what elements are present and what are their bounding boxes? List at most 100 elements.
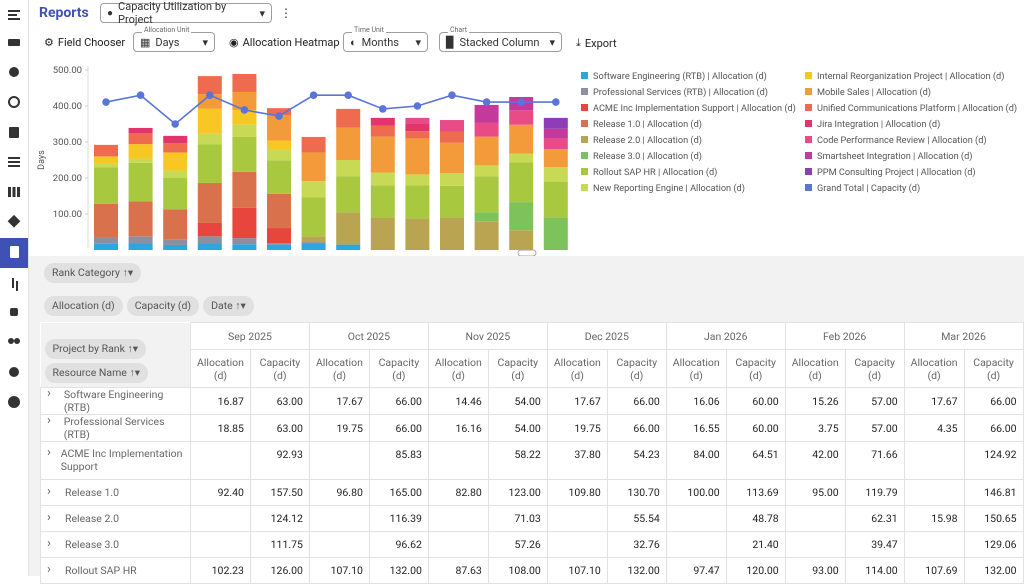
bar-segment	[94, 144, 118, 157]
expand-toggle[interactable]: ›	[47, 413, 51, 428]
nav-list[interactable]	[8, 157, 20, 159]
nav-groups[interactable]	[8, 338, 14, 344]
allocation-unit-value: Days	[155, 35, 180, 49]
value-cell: 146.81	[963, 479, 1024, 506]
bar-segment	[232, 238, 257, 245]
export-button[interactable]: ⤓ Export	[576, 36, 617, 50]
nav-help[interactable]	[8, 396, 20, 408]
nav-icons	[7, 10, 21, 408]
bar-segment	[163, 152, 188, 171]
value-cell: 109.80	[546, 479, 608, 506]
expand-toggle[interactable]: ›	[47, 386, 51, 401]
bar-segment	[336, 212, 361, 245]
value-chip[interactable]: Allocation (d)	[44, 296, 123, 316]
y-tick-label: 500.00	[53, 65, 82, 76]
total-point	[240, 106, 249, 114]
expand-toggle[interactable]: ›	[47, 484, 51, 499]
bar-segment	[336, 160, 361, 177]
expand-toggle[interactable]: ›	[47, 510, 51, 525]
chart-label: Chart	[448, 26, 470, 34]
view-select[interactable]: ● Capacity Utilization by Project ▾	[100, 0, 272, 26]
bar-segment	[163, 244, 188, 250]
value-cell: 17.67	[308, 387, 370, 415]
more-menu[interactable]: ⋮	[280, 6, 292, 20]
legend-entry: Smartsheet Integration | Allocation (d)	[817, 151, 972, 162]
legend-swatch	[581, 88, 588, 95]
measure-header: Allocation (d)	[427, 349, 489, 388]
bar-segment	[370, 172, 395, 186]
value-cell	[665, 531, 727, 558]
value-cell	[190, 441, 251, 480]
value-cell: 130.70	[606, 479, 667, 506]
legend-swatch	[581, 120, 588, 127]
nav-sort[interactable]	[12, 278, 14, 288]
row-field-chip[interactable]: Project by Rank ↑▾	[44, 339, 147, 359]
nav-donut[interactable]	[9, 67, 19, 77]
row-field-chip[interactable]: Resource Name ↑▾	[44, 363, 148, 383]
nav-target[interactable]	[8, 96, 20, 108]
value-cell: 63.00	[249, 414, 310, 442]
bar-segment	[405, 131, 430, 139]
nav-reports[interactable]	[10, 246, 19, 258]
heatmap-button[interactable]: ◉ Allocation Heatmap	[229, 36, 340, 49]
bar-segment	[370, 185, 395, 218]
bar-segment	[405, 174, 430, 186]
bar-segment	[197, 144, 222, 184]
value-chip[interactable]: Capacity (d)	[126, 296, 200, 316]
value-cell: 87.63	[427, 557, 489, 584]
legend-entry: Release 2.0 | Allocation (d)	[593, 135, 702, 146]
value-cell: 116.39	[368, 505, 429, 532]
value-cell	[308, 441, 370, 480]
bar-segment	[128, 158, 153, 163]
expand-toggle[interactable]: ›	[47, 536, 51, 551]
nav-board[interactable]	[8, 187, 11, 197]
value-cell: 16.87	[190, 387, 251, 415]
y-tick-label: 200.00	[53, 173, 82, 184]
value-cell: 66.00	[963, 414, 1024, 442]
measure-header: Allocation (d)	[308, 349, 370, 388]
filter-chip[interactable]: Rank Category ↑▾	[44, 263, 142, 283]
time-unit-value: Months	[361, 35, 399, 49]
value-cell: 54.23	[606, 441, 667, 480]
bar-segment	[336, 244, 361, 250]
bar-segment	[509, 162, 534, 203]
bar-segment	[163, 143, 188, 153]
month-header: Nov 2025	[427, 322, 548, 350]
value-cell: 54.00	[487, 414, 548, 442]
bar-segment	[301, 236, 326, 243]
month-header: Oct 2025	[308, 322, 429, 350]
bar-segment	[232, 109, 257, 125]
nav-people[interactable]	[8, 39, 20, 46]
value-cell: 54.00	[487, 387, 548, 415]
nav-direction[interactable]	[7, 214, 21, 228]
chart-select[interactable]: Chart ▉ Stacked Column ▾	[439, 26, 562, 52]
expand-toggle[interactable]: ›	[47, 562, 51, 577]
total-point	[552, 98, 560, 106]
value-cell: 96.62	[368, 531, 429, 558]
value-cell: 113.69	[725, 479, 786, 506]
row-field: Resource Name	[52, 366, 127, 379]
y-tick-label: 100.00	[53, 209, 82, 220]
bar-segment	[94, 167, 118, 204]
value-cell: 92.40	[190, 479, 251, 506]
legend-entry: Release 3.0 | Allocation (d)	[593, 151, 702, 162]
bar-segment	[232, 171, 257, 208]
nav-menu[interactable]	[8, 10, 20, 12]
total-point	[379, 105, 387, 113]
column-chip[interactable]: Date ↑▾	[203, 296, 254, 316]
nav-plugin[interactable]	[10, 308, 18, 316]
value-cell	[784, 505, 846, 532]
bar-segment	[440, 131, 464, 143]
nav-contact[interactable]	[9, 127, 19, 138]
total-point	[448, 91, 456, 99]
allocation-unit-select[interactable]: Allocation Unit ▦ Days ▾	[133, 26, 215, 52]
value-cell: 60.00	[725, 387, 786, 415]
legend-entry: Code Performance Review | Allocation (d)	[817, 135, 987, 146]
time-unit-select[interactable]: Time Unit ◐ Months ▾	[343, 26, 428, 52]
expand-toggle[interactable]: ›	[47, 445, 51, 460]
value-cell: 85.83	[368, 441, 429, 480]
bar-segment	[128, 236, 153, 244]
nav-settings[interactable]	[9, 367, 19, 377]
field-chooser-button[interactable]: ⚙ Field Chooser	[44, 36, 126, 49]
value-cell: 19.75	[546, 414, 608, 442]
